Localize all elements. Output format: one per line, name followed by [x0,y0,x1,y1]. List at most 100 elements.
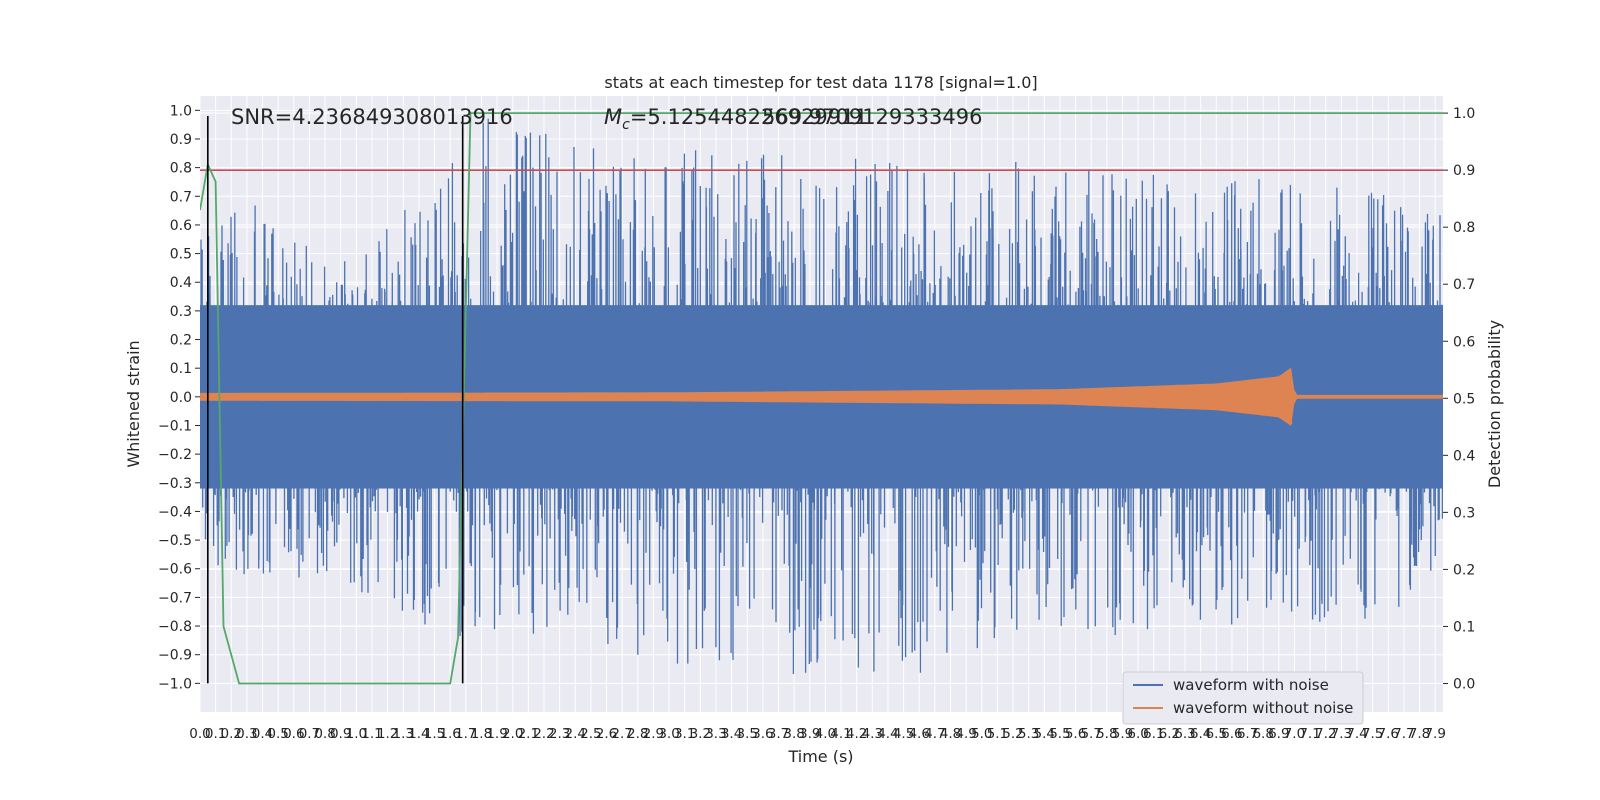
x-tick-label: 0.6 [283,726,304,742]
x-tick-label: 2.3 [549,726,570,742]
x-tick-label: 3.6 [752,726,773,742]
x-tick-label: 1.9 [486,726,507,742]
chirp-mass-subscript: c [622,117,630,133]
y-right-tick-label: 1.0 [1453,106,1475,122]
y-right-tick-label: 0.5 [1453,391,1475,407]
x-tick-label: 3.5 [736,726,757,742]
noise-spikes [200,118,1443,674]
y-right-tick-label: 0.1 [1453,619,1475,635]
x-tick-label: 4.9 [955,726,976,742]
y-left-tick-label: −0.2 [158,447,192,463]
x-tick-label: 1.8 [471,726,492,742]
y-axis-right-label: Detection probability [1485,320,1504,488]
x-tick-label: 4.6 [908,726,929,742]
x-tick-label: 5.7 [1080,726,1101,742]
x-tick-label: 6.3 [1174,726,1195,742]
x-tick-label: 1.2 [377,726,398,742]
y-right-tick-label: 0.9 [1453,163,1475,179]
y-left-tick-label: −0.3 [158,476,192,492]
snr-annotation: SNR=4.236849308013916 [231,105,513,129]
x-tick-label: 6.8 [1252,726,1273,742]
x-tick-label: 0.1 [205,726,226,742]
legend: waveform with noise waveform without noi… [1122,671,1364,725]
y-left-tick-label: −0.5 [158,533,192,549]
x-tick-label: 3.8 [783,726,804,742]
y-axis-left-label: Whitened strain [124,340,143,467]
x-tick-label: 2.2 [533,726,554,742]
y-left-tick-label: −0.1 [158,418,192,434]
x-tick-label: 7.9 [1424,726,1445,742]
x-tick-label: 3.7 [768,726,789,742]
x-tick-label: 2.9 [643,726,664,742]
x-tick-label: 3.2 [690,726,711,742]
y-right-tick-label: 0.6 [1453,334,1475,350]
x-tick-label: 3.0 [658,726,679,742]
x-tick-label: 6.6 [1221,726,1242,742]
x-tick-label: 6.7 [1237,726,1258,742]
x-tick-label: 5.2 [1002,726,1023,742]
y-axis-left-ticks: −1.0 −0.9 −0.8 −0.7 −0.6 −0.5 −0.4 −0.3 −0.2 −0.1… [158,103,200,692]
y-right-tick-label: 0.3 [1453,505,1475,521]
x-tick-label: 5.5 [1049,726,1070,742]
x-tick-label: 3.3 [705,726,726,742]
x-tick-label: 0.7 [299,726,320,742]
x-tick-label: 0.0 [189,726,210,742]
x-tick-label: 0.9 [330,726,351,742]
x-tick-label: 3.4 [721,726,742,742]
x-tick-label: 1.7 [455,726,476,742]
y-right-tick-label: 0.7 [1453,277,1475,293]
y-left-tick-label: −0.6 [158,562,192,578]
x-tick-label: 2.8 [627,726,648,742]
overlap-annotation: 569.9709129333496 [762,105,982,129]
x-tick-label: 7.6 [1378,726,1399,742]
x-tick-label: 4.7 [924,726,945,742]
x-tick-label: 7.8 [1409,726,1430,742]
x-tick-label: 1.0 [346,726,367,742]
y-left-tick-label: 0.3 [170,304,192,320]
x-tick-label: 4.8 [940,726,961,742]
y-left-tick-label: 0.8 [170,161,192,177]
x-tick-label: 1.3 [393,726,414,742]
x-tick-label: 4.1 [830,726,851,742]
x-tick-label: 7.7 [1393,726,1414,742]
x-axis-ticks: 0.00.10.20.30.40.50.60.70.80.91.01.11.21… [189,726,1446,742]
x-tick-label: 4.2 [846,726,867,742]
x-tick-label: 6.9 [1268,726,1289,742]
x-tick-label: 4.5 [893,726,914,742]
x-tick-label: 0.8 [314,726,335,742]
x-tick-label: 6.0 [1127,726,1148,742]
y-left-tick-label: −0.4 [158,504,192,520]
y-axis-right-ticks: 0.0 0.1 0.2 0.3 0.4 0.5 0.6 0.7 0.8 0.9 1.0 [1443,106,1475,692]
x-tick-label: 4.0 [815,726,836,742]
x-tick-label: 5.8 [1096,726,1117,742]
x-tick-label: 7.2 [1315,726,1336,742]
x-tick-label: 6.4 [1190,726,1211,742]
x-tick-label: 7.5 [1362,726,1383,742]
legend-label-noise: waveform with noise [1173,676,1329,694]
x-tick-label: 2.5 [580,726,601,742]
x-tick-label: 1.4 [408,726,429,742]
x-tick-label: 7.0 [1284,726,1305,742]
x-tick-label: 1.5 [424,726,445,742]
y-left-tick-label: 0.1 [170,361,192,377]
x-tick-label: 5.1 [987,726,1008,742]
chirp-mass-value: =5.125448226929911 [630,105,868,129]
vertical-markers [207,116,464,684]
x-tick-label: 2.6 [596,726,617,742]
x-tick-label: 3.1 [674,726,695,742]
y-right-tick-label: 0.0 [1453,676,1475,692]
y-left-tick-label: 1.0 [170,103,192,119]
y-right-tick-label: 0.8 [1453,220,1475,236]
clean-waveform-oscillation [200,369,1293,424]
x-tick-label: 4.3 [862,726,883,742]
y-left-tick-label: −0.9 [158,648,192,664]
x-tick-label: 6.1 [1143,726,1164,742]
chirp-mass-annotation: Mc=5.125448226929911 [604,105,868,133]
y-left-tick-label: 0.6 [170,218,192,234]
x-tick-label: 2.0 [502,726,523,742]
clean-waveform-envelope [200,367,1443,426]
x-tick-label: 1.6 [439,726,460,742]
x-tick-label: 7.4 [1346,726,1367,742]
x-tick-label: 0.3 [236,726,257,742]
y-left-tick-label: 0.9 [170,132,192,148]
